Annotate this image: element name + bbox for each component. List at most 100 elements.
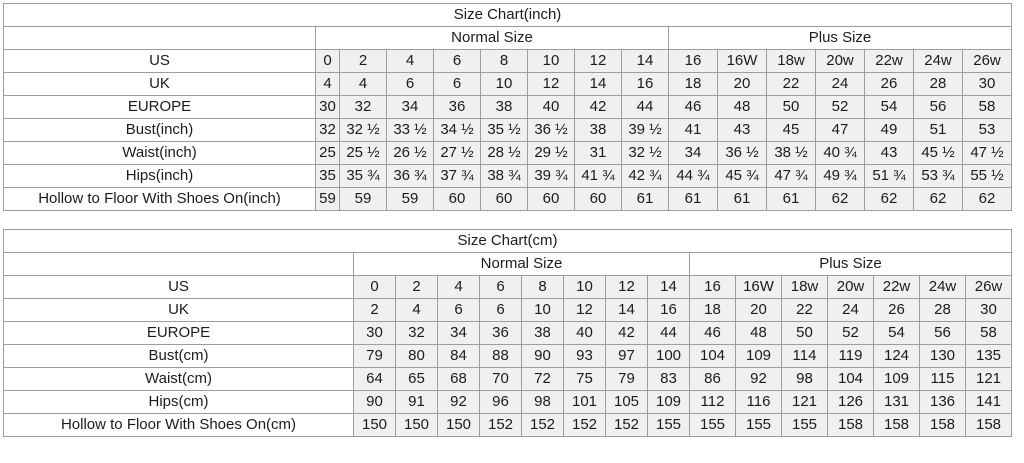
size-value-cell: 59 — [386, 187, 434, 211]
size-value-cell: 36 — [479, 321, 522, 345]
size-value-cell: 20 — [717, 72, 767, 96]
size-value-cell: 115 — [919, 367, 966, 391]
table-row: US 0 2 4 6 8 10 12 14 16 16W 18w 20w 22w 24w 26w — [3, 49, 1013, 73]
size-value-cell: 27 ½ — [433, 141, 481, 165]
size-value-cell: 61 — [766, 187, 816, 211]
size-value-cell: 36 ½ — [527, 118, 575, 142]
size-value-cell: 10 — [480, 72, 528, 96]
size-value-cell: 39 ½ — [621, 118, 669, 142]
size-value-cell: 52 — [827, 321, 874, 345]
size-value-cell: 30 — [315, 95, 340, 119]
size-value-cell: 16W — [735, 275, 782, 299]
size-value-cell: 53 — [961, 118, 1013, 142]
size-value-cell: 24 — [827, 298, 874, 322]
size-value-cell: 152 — [563, 413, 606, 437]
size-value-cell: 90 — [353, 390, 396, 414]
size-value-cell: 46 — [689, 321, 736, 345]
size-value-cell: 4 — [386, 49, 434, 73]
size-value-cell: 75 — [563, 367, 606, 391]
size-value-cell: 60 — [574, 187, 622, 211]
size-value-cell: 79 — [605, 367, 648, 391]
size-value-cell: 12 — [605, 275, 648, 299]
size-value-cell: 36 ½ — [717, 141, 767, 165]
size-value-cell: 59 — [339, 187, 387, 211]
size-value-cell: 100 — [647, 344, 690, 368]
size-value-cell: 65 — [395, 367, 438, 391]
size-value-cell: 4 — [339, 72, 387, 96]
size-value-cell: 41 — [668, 118, 718, 142]
size-value-cell: 18 — [668, 72, 718, 96]
size-value-cell: 8 — [480, 49, 528, 73]
table-title-row: Size Chart(cm) — [2, 229, 1013, 253]
size-value-cell: 26w — [961, 49, 1013, 73]
size-value-cell: 46 — [668, 95, 718, 119]
size-value-cell: 45 — [766, 118, 816, 142]
size-value-cell: 16 — [668, 49, 718, 73]
size-value-cell: 104 — [827, 367, 874, 391]
size-value-cell: 10 — [527, 49, 575, 73]
size-value-cell: 62 — [815, 187, 865, 211]
size-value-cell: 54 — [864, 95, 914, 119]
table-row: Waist(cm) 64 65 68 70 72 75 79 83 86 92 98 104 109 115… — [3, 367, 1013, 391]
table-row: Hollow to Floor With Shoes On(inch) 59 59 5… — [3, 187, 1013, 211]
table-row: EUROPE 30 32 34 36 38 40 42 44 46 48 50 52 54 56 58 — [3, 95, 1013, 119]
size-value-cell: 79 — [353, 344, 396, 368]
size-value-cell: 116 — [735, 390, 782, 414]
size-value-cell: 126 — [827, 390, 874, 414]
size-value-cell: 10 — [563, 275, 606, 299]
size-value-cell: 28 ½ — [480, 141, 528, 165]
size-value-cell: 80 — [395, 344, 438, 368]
size-value-cell: 33 ½ — [386, 118, 434, 142]
size-value-cell: 93 — [563, 344, 606, 368]
table-row: Bust(inch) 32 32 ½ 33 ½ 34 ½ 35 ½ 36 ½ 38 39 ½ 41… — [3, 118, 1013, 142]
row-label: EUROPE — [3, 95, 316, 119]
size-value-cell: 47 ¾ — [766, 164, 816, 188]
size-value-cell: 43 — [864, 141, 914, 165]
size-value-cell: 43 — [717, 118, 767, 142]
size-value-cell: 26 ½ — [386, 141, 434, 165]
table-row: Hollow to Floor With Shoes On(cm) 150 150 1… — [3, 413, 1013, 437]
row-label: Waist(inch) — [3, 141, 316, 165]
size-value-cell: 58 — [961, 95, 1013, 119]
column-group-row: Normal Size Plus Size — [3, 26, 1013, 50]
column-group-row: Normal Size Plus Size — [3, 252, 1013, 276]
row-label: UK — [3, 298, 354, 322]
size-value-cell: 48 — [735, 321, 782, 345]
size-value-cell: 41 ¾ — [574, 164, 622, 188]
size-value-cell: 61 — [668, 187, 718, 211]
size-value-cell: 30 — [353, 321, 396, 345]
size-value-cell: 49 ¾ — [815, 164, 865, 188]
size-value-cell: 50 — [781, 321, 828, 345]
size-value-cell: 38 ½ — [766, 141, 816, 165]
table-title: Size Chart(cm) — [2, 229, 1013, 253]
size-value-cell: 155 — [647, 413, 690, 437]
size-value-cell: 150 — [437, 413, 480, 437]
size-value-cell: 152 — [521, 413, 564, 437]
size-value-cell: 91 — [395, 390, 438, 414]
size-value-cell: 48 — [717, 95, 767, 119]
size-value-cell: 60 — [433, 187, 481, 211]
size-value-cell: 136 — [919, 390, 966, 414]
size-value-cell: 119 — [827, 344, 874, 368]
row-label: Hips(inch) — [3, 164, 316, 188]
size-value-cell: 98 — [781, 367, 828, 391]
size-value-cell: 155 — [781, 413, 828, 437]
plus-size-group-header: Plus Size — [688, 252, 1013, 276]
size-value-cell: 61 — [717, 187, 767, 211]
size-value-cell: 61 — [621, 187, 669, 211]
size-value-cell: 44 — [647, 321, 690, 345]
size-value-cell: 28 — [919, 298, 966, 322]
size-value-cell: 124 — [873, 344, 920, 368]
size-value-cell: 64 — [353, 367, 396, 391]
size-value-cell: 38 — [574, 118, 622, 142]
size-value-cell: 40 — [563, 321, 606, 345]
size-value-cell: 98 — [521, 390, 564, 414]
size-value-cell: 42 — [605, 321, 648, 345]
size-value-cell: 26 — [873, 298, 920, 322]
size-value-cell: 44 — [621, 95, 669, 119]
plus-size-group-header: Plus Size — [667, 26, 1013, 50]
size-value-cell: 121 — [964, 367, 1013, 391]
size-value-cell: 101 — [563, 390, 606, 414]
size-value-cell: 29 ½ — [527, 141, 575, 165]
size-value-cell: 35 — [315, 164, 340, 188]
